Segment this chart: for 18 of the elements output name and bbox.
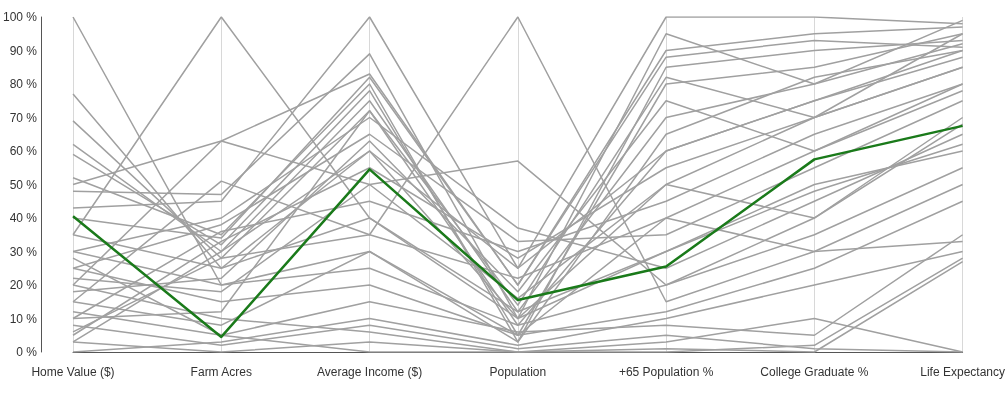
y-tick-label: 80 %: [9, 77, 38, 91]
y-tick-label: 90 %: [9, 43, 38, 58]
y-tick-label: 100 %: [2, 10, 38, 24]
y-tick-label: 50 %: [9, 177, 38, 192]
x-tick-label: Life Expectancy: [920, 365, 1005, 379]
y-tick-label: 20 %: [9, 278, 38, 292]
x-tick-label: +65 Population %: [618, 365, 714, 379]
x-tick-label: Population: [489, 365, 547, 379]
x-tick-label: Farm Acres: [190, 365, 252, 379]
x-tick-label: Average Income ($): [316, 365, 423, 379]
y-tick-label: 40 %: [9, 211, 38, 225]
y-tick-label: 60 %: [9, 144, 38, 158]
y-tick-label: 70 %: [9, 110, 38, 125]
y-tick-label: 10 %: [9, 311, 38, 326]
y-tick-label: 0 %: [16, 345, 38, 359]
y-tick-label: 30 %: [9, 244, 38, 259]
x-tick-label: Home Value ($): [31, 365, 115, 379]
x-tick-label: College Graduate %: [760, 365, 869, 379]
